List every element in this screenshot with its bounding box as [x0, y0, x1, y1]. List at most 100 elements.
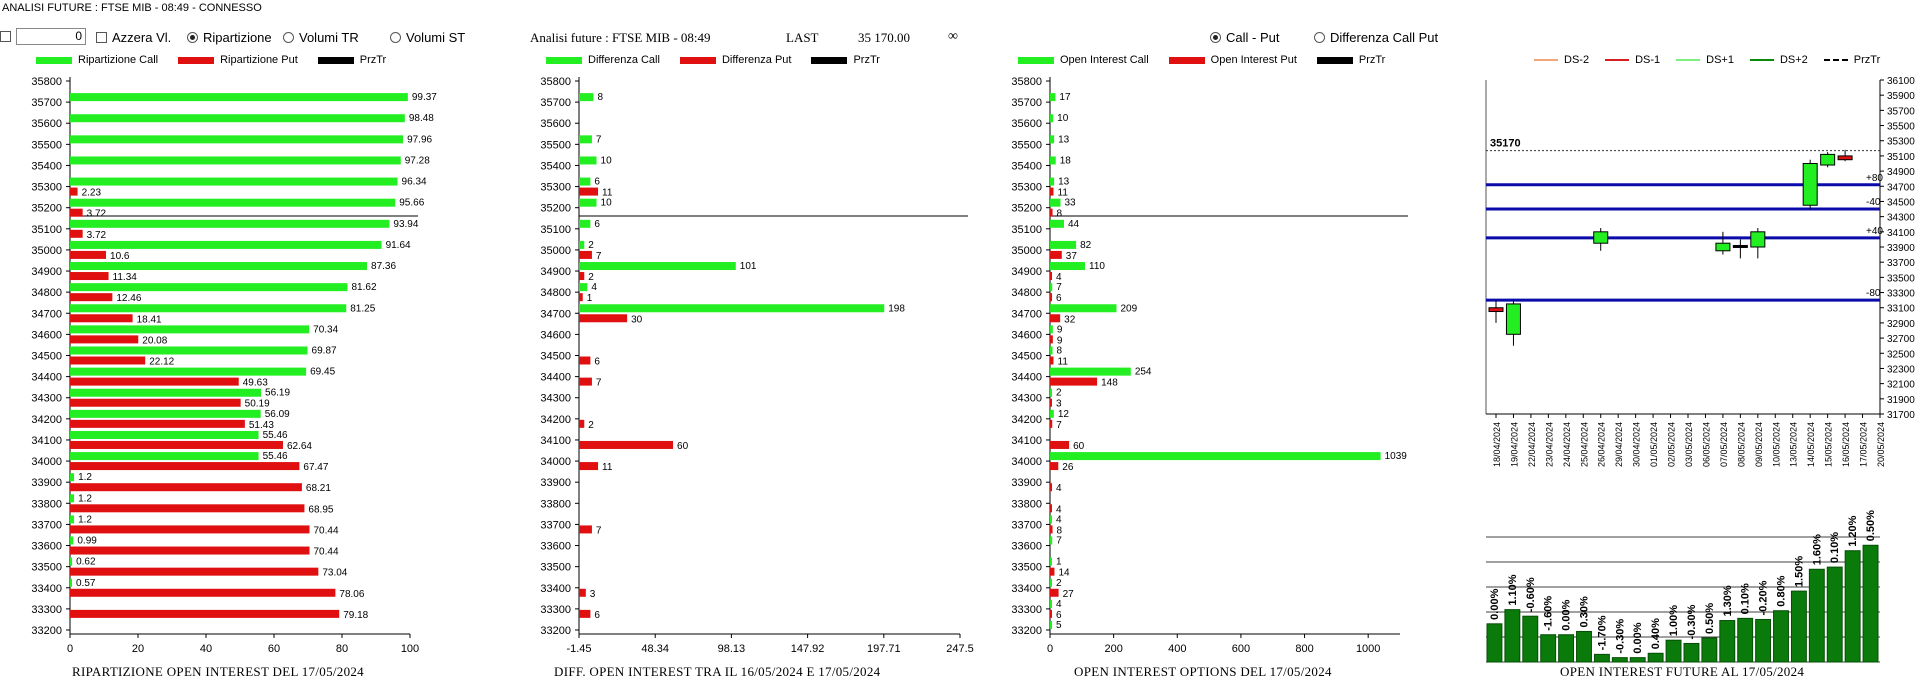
candle-body	[1820, 153, 1836, 166]
future-oi-pct-label: 1.60%	[1811, 534, 1823, 565]
call-bar	[1050, 621, 1052, 629]
y-tick-label: 33600	[540, 541, 571, 553]
put-value-label: 2.23	[82, 188, 102, 199]
put-bar	[1050, 440, 1070, 449]
chart-future-oi: 0.00% 1.10% -0.60% -1.60% 0.00% 0.30% -1.70% -0…	[1486, 510, 1880, 663]
put-bar	[70, 314, 133, 323]
put-value-label: 11	[1058, 188, 1069, 199]
y-tick-label: 32300	[1887, 364, 1915, 375]
radio-dot[interactable]	[1314, 32, 1325, 43]
call-bar	[70, 93, 408, 102]
call-bar	[1050, 93, 1056, 102]
value-input[interactable]: 0	[16, 28, 86, 45]
y-tick-label: 35800	[31, 76, 62, 88]
put-bar	[70, 250, 107, 259]
radio-dot[interactable]	[1210, 32, 1221, 43]
candle-body	[1505, 303, 1521, 335]
y-tick-label: 35300	[540, 182, 571, 194]
put-bar	[579, 356, 591, 365]
x-tick-label: 800	[1295, 643, 1313, 655]
put-value-label: 6	[594, 610, 600, 621]
y-tick-label: 33700	[31, 519, 62, 531]
put-bar	[70, 504, 305, 513]
y-tick-label: 33200	[31, 625, 62, 637]
y-tick-label: 33300	[1011, 604, 1042, 616]
x-tick-label: 23/04/2024	[1544, 422, 1554, 467]
call-bar	[70, 283, 348, 292]
call-bar	[579, 135, 592, 144]
y-tick-label: 35700	[31, 97, 62, 109]
put-value-label: 12.46	[116, 293, 141, 304]
put-value-label: 8	[1057, 209, 1063, 220]
call-value-label: 10	[601, 155, 613, 166]
y-tick-label: 34100	[1011, 435, 1042, 447]
y-tick-label: 35500	[540, 139, 571, 151]
y-tick-label: 34000	[540, 456, 571, 468]
call-bar	[1050, 346, 1053, 355]
put-bar	[1050, 462, 1059, 471]
put-bar	[1050, 356, 1054, 365]
put-value-label: 6	[1056, 293, 1062, 304]
y-tick-label: 34200	[31, 414, 62, 426]
put-value-label: 70.44	[313, 547, 338, 558]
future-oi-bar	[1790, 590, 1807, 663]
select-checkbox[interactable]	[0, 31, 11, 42]
future-oi-pct-label: -0.30%	[1686, 604, 1698, 639]
future-oi-pct-label: 0.50%	[1865, 510, 1877, 541]
value-control: 0	[0, 28, 86, 45]
call-value-label: 44	[1068, 219, 1080, 230]
call-value-label: 4	[1056, 599, 1062, 610]
y-tick-label: 33300	[1887, 289, 1915, 300]
put-bar	[1050, 187, 1054, 196]
chart-open-interest: 3580035700356003550035400353003520035100…	[1011, 76, 1408, 655]
y-tick-label: 33800	[1011, 498, 1042, 510]
call-value-label: 2	[1056, 388, 1062, 399]
future-oi-pct-label: 0.40%	[1650, 618, 1662, 649]
y-tick-label: 35500	[1011, 139, 1042, 151]
future-oi-bar	[1719, 620, 1736, 663]
call-value-label: 56.19	[265, 388, 290, 399]
call-value-label: 0.99	[77, 536, 97, 547]
future-oi-bar	[1773, 610, 1789, 663]
call-value-label: 254	[1135, 367, 1152, 378]
x-tick-label: 247.5	[946, 643, 974, 655]
call-value-label: 99.37	[412, 92, 437, 103]
y-tick-label: 34400	[540, 372, 571, 384]
call-bar	[1050, 304, 1117, 313]
y-tick-label: 35800	[540, 76, 571, 88]
y-tick-label: 33900	[31, 477, 62, 489]
x-tick-label: 60	[268, 643, 280, 655]
call-bar	[70, 578, 72, 587]
radio-dot[interactable]	[283, 32, 294, 43]
radio-dot[interactable]	[187, 32, 198, 43]
put-value-label: 7	[596, 378, 602, 389]
radio-call-put[interactable]: Call - Put	[1210, 30, 1279, 45]
radio-dot[interactable]	[390, 32, 401, 43]
radio-volumi-tr[interactable]: Volumi TR	[283, 30, 359, 45]
call-value-label: 101	[740, 261, 757, 272]
call-bar	[1050, 135, 1055, 144]
chart-differenza: 35800 35700 35600 35500 35400 35300 35200 35100…	[540, 76, 973, 655]
y-tick-label: 33300	[31, 604, 62, 616]
azzera-checkbox[interactable]	[96, 32, 107, 43]
put-bar	[579, 250, 592, 259]
call-value-label: 81.25	[350, 303, 375, 314]
put-value-label: 7	[596, 525, 602, 536]
radio-volumi-st[interactable]: Volumi ST	[390, 30, 465, 45]
last-value: 35 170.00	[858, 30, 910, 45]
y-tick-label: 35500	[1887, 122, 1915, 133]
call-value-label: 69.45	[310, 367, 335, 378]
put-value-label: 11	[602, 462, 613, 473]
radio-ripartizione[interactable]: Ripartizione	[187, 30, 272, 45]
put-value-label: 11	[1058, 357, 1069, 368]
radio-diff-call-put[interactable]: Differenza Call Put	[1314, 30, 1438, 45]
x-tick-label: 48.34	[641, 643, 669, 655]
put-bar	[70, 440, 283, 449]
y-tick-label: 35900	[1887, 91, 1915, 102]
put-bar	[1050, 314, 1061, 323]
put-value-label: 50.19	[245, 399, 270, 410]
put-value-label: 18.41	[137, 314, 162, 325]
y-tick-label: 33800	[31, 498, 62, 510]
azzera-checkbox-group[interactable]: Azzera Vl.	[96, 30, 171, 45]
put-bar	[1050, 525, 1053, 534]
